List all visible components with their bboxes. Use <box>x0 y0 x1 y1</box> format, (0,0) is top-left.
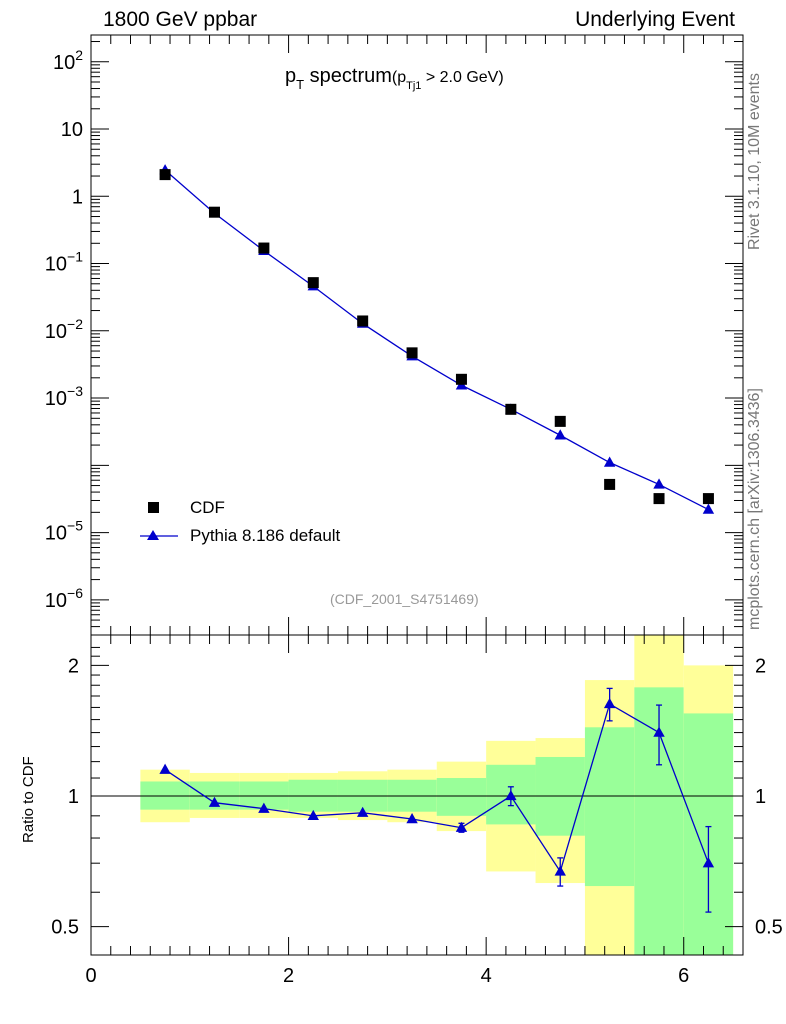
ratio-plot-frame <box>90 634 744 956</box>
x-tick-label: 4 <box>481 965 492 987</box>
x-tick-label: 6 <box>678 965 689 987</box>
reference-label: (CDF_2001_S4751469) <box>330 591 479 607</box>
axis-ticks <box>90 35 744 955</box>
ratio-line <box>164 702 710 873</box>
legend-item-cdf: CDF <box>140 494 340 522</box>
cdf-point <box>604 478 616 490</box>
ratio-point <box>406 813 418 824</box>
y-tick-label: 10 <box>61 119 83 141</box>
ratio-point <box>455 821 468 832</box>
y-tick-label: 10−3 <box>45 383 83 410</box>
y-tick-label: 10−2 <box>45 316 83 343</box>
pythia-point <box>702 503 715 514</box>
plot-title: pT spectrum(pTj1 > 2.0 GeV) <box>285 65 504 92</box>
ratio-y-tick-label-right: 0.5 <box>755 917 783 939</box>
green-band-bin <box>584 727 635 887</box>
ratio-y-tick-label: 1 <box>68 786 79 808</box>
ratio-point <box>653 726 665 737</box>
plot-frames <box>90 34 744 956</box>
y-tick-label: 102 <box>53 47 83 74</box>
header-right: Underlying Event <box>575 8 735 31</box>
cdf-point <box>505 403 517 415</box>
ratio-point <box>554 865 566 876</box>
header-left: 1800 GeV ppbar <box>103 8 258 31</box>
square-marker-icon <box>140 498 190 518</box>
cdf-point <box>208 206 220 218</box>
cdf-point <box>159 169 171 181</box>
ratio-y-axis-label: Ratio to CDF <box>20 756 37 843</box>
cdf-point <box>357 315 369 327</box>
ratio-point <box>702 857 715 868</box>
cdf-point <box>455 373 467 385</box>
legend-label-cdf: CDF <box>190 498 225 517</box>
ratio-y-tick-label-right: 2 <box>755 655 766 677</box>
y-tick-label: 1 <box>72 186 83 208</box>
legend-label-pythia: Pythia 8.186 default <box>190 526 341 545</box>
ratio-series <box>159 687 715 913</box>
legend-item-pythia: Pythia 8.186 default <box>128 522 341 550</box>
ratio-point <box>208 796 221 807</box>
y-tick-label: 10−1 <box>45 249 83 276</box>
ratio-point <box>258 802 270 813</box>
uncertainty-bands <box>140 635 734 955</box>
ratio-point <box>356 806 369 817</box>
green-band-bin <box>436 778 487 816</box>
cdf-point <box>258 242 270 254</box>
cdf-point <box>406 347 418 359</box>
cdf-point <box>307 277 319 289</box>
cdf-point <box>554 415 566 427</box>
ratio-y-tick-label-right: 1 <box>755 786 766 808</box>
x-tick-label: 0 <box>85 965 96 987</box>
ratio-y-tick-label: 2 <box>68 655 79 677</box>
pythia-point <box>603 456 616 467</box>
pythia-point <box>653 478 665 489</box>
tick-labels: 10−6 10−5 10−3 10−2 10−1 1 10 102 0 2 4 6 0.5 0.5 1 1 2 2 <box>45 47 783 987</box>
ratio-point <box>505 789 517 801</box>
ratio-point <box>159 763 171 774</box>
y-tick-label: 10−6 <box>45 585 83 612</box>
cdf-point <box>653 493 665 505</box>
legend: CDF Pythia 8.186 default <box>128 494 341 550</box>
ratio-point <box>603 697 616 709</box>
main-series <box>159 164 715 514</box>
cdf-point <box>702 493 714 505</box>
ratio-point <box>307 809 319 821</box>
x-tick-label: 2 <box>283 965 294 987</box>
pythia-point <box>554 429 566 440</box>
triangle-line-marker-icon <box>128 526 190 546</box>
ratio-y-tick-label: 0.5 <box>51 917 79 939</box>
y-tick-label: 10−5 <box>45 518 83 545</box>
pythia-line <box>164 169 709 511</box>
